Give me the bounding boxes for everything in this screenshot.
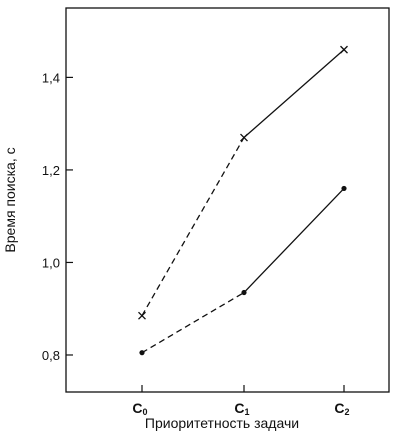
series-1-point xyxy=(139,350,145,356)
x-tick-label: C1 xyxy=(234,400,249,417)
x-tick-label-sub: 1 xyxy=(245,407,250,417)
x-tick-label-main: C xyxy=(334,400,344,416)
series-1-segment xyxy=(243,187,345,293)
x-tick-label: C0 xyxy=(132,400,147,417)
series-0-segment xyxy=(243,49,345,139)
series-0-point xyxy=(340,45,348,54)
y-tick-label: 1,4 xyxy=(42,70,60,85)
x-tick-label-sub: 2 xyxy=(345,407,350,417)
series-layer xyxy=(138,45,348,356)
plot-frame xyxy=(65,7,390,393)
x-tick-label-main: C xyxy=(234,400,244,416)
y-tick-label: 1,0 xyxy=(42,255,60,270)
series-1-segment xyxy=(141,291,245,354)
cross-stroke xyxy=(138,311,146,320)
x-axis-label: Приоритетность задачи xyxy=(145,415,299,431)
y-tick-label: 0,8 xyxy=(42,348,60,363)
y-axis-ticks: 0,8 1,0 1,2 1,4 xyxy=(42,70,73,363)
x-tick-label: C2 xyxy=(334,400,349,417)
series-0-segment xyxy=(141,137,245,316)
series-0-point xyxy=(240,133,248,142)
y-axis-label: Время поиска, с xyxy=(2,147,18,252)
series-1-point xyxy=(241,289,247,296)
series-1-point xyxy=(341,185,347,192)
cross-stroke xyxy=(340,45,348,54)
series-0-point xyxy=(138,311,146,320)
x-tick-label-main: C xyxy=(132,400,142,416)
x-axis-ticks: C0 C1 C2 xyxy=(132,385,350,417)
cross-stroke xyxy=(240,133,248,142)
y-tick-label: 1,2 xyxy=(42,163,60,178)
x-tick-label-sub: 0 xyxy=(143,407,148,417)
